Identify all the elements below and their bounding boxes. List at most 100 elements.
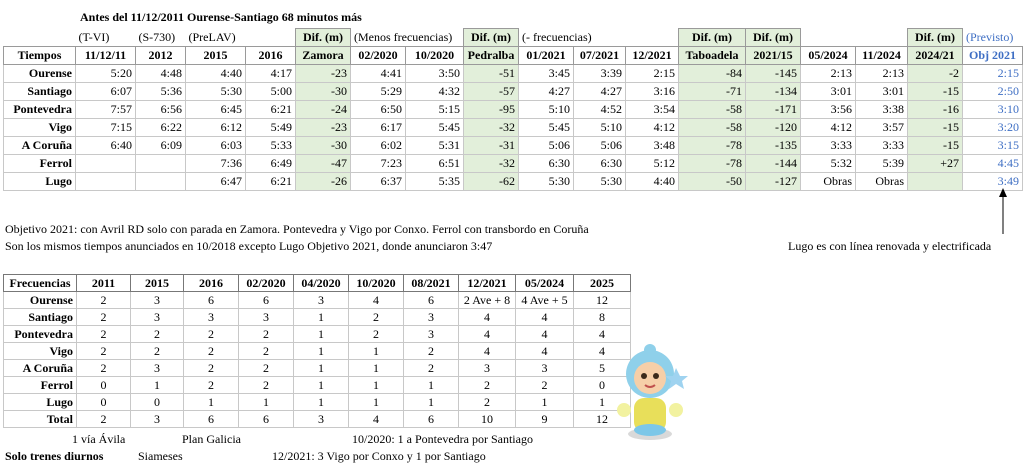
cell: 4: [458, 325, 516, 343]
footer-note: 10/2020: 1 a Pontevedra por Santiago: [352, 432, 533, 446]
cell: 6:17: [350, 118, 406, 137]
header-cell: 02/2020: [238, 274, 294, 292]
subheader-cell: (PreLAV): [188, 29, 236, 44]
cell: 1: [348, 376, 404, 394]
header-cell: 04/2020: [293, 274, 349, 292]
cell: 2:50: [962, 82, 1023, 101]
cell: 1: [183, 393, 239, 411]
cell: 3:38: [855, 100, 908, 119]
cell: 2: [183, 376, 239, 394]
cell: 6:45: [185, 100, 246, 119]
row-label: Pontevedra: [3, 100, 76, 119]
header-cell: 2021/15: [745, 46, 801, 65]
header-cell: 12/2021: [625, 46, 679, 65]
cell: 6:21: [245, 172, 296, 191]
cell: 6:22: [135, 118, 186, 137]
cell: -171: [745, 100, 801, 119]
cell: -2: [907, 64, 963, 83]
data-row: A Coruña 6:40 6:09 6:03 5:33 -30 6:02 5:31 -31 5:…: [3, 136, 1023, 155]
cell: 6:21: [245, 100, 296, 119]
row-label: Ourense: [3, 64, 76, 83]
header-cell: 2016: [183, 274, 239, 292]
cell: 6:49: [245, 154, 296, 173]
cell: 1: [293, 376, 349, 394]
cell: -32: [463, 118, 519, 137]
cell: 2: [238, 325, 294, 343]
cell: 1: [293, 359, 349, 377]
header-cell: 2015: [185, 46, 246, 65]
cell: -47: [295, 154, 351, 173]
cell: 4: [348, 291, 404, 309]
header-cell: Tiempos: [3, 46, 76, 65]
cell: 1: [403, 376, 459, 394]
cell: -15: [907, 82, 963, 101]
cell: -57: [463, 82, 519, 101]
row-label: Ourense: [3, 291, 77, 309]
cell: 3: [293, 291, 349, 309]
cell: 1: [293, 325, 349, 343]
row-label: Santiago: [3, 308, 77, 326]
cell: -31: [463, 136, 519, 155]
cell: 2:13: [855, 64, 908, 83]
cell: 4: [348, 410, 404, 428]
cell: 5:45: [405, 118, 464, 137]
cell: 5:30: [185, 82, 246, 101]
cell: 3:33: [800, 136, 856, 155]
header-cell: Pedralba: [463, 46, 519, 65]
row-label: Vigo: [3, 118, 76, 137]
data-row: Ourense 5:20 4:48 4:40 4:17 -23 4:41 3:50 -51 3:4…: [3, 64, 1023, 83]
data-row: Vigo 7:15 6:22 6:12 5:49 -23 6:17 5:45 -32 5:45 5:…: [3, 118, 1023, 137]
row-label: Pontevedra: [3, 325, 77, 343]
data-row: Ferrol 0 1 2 2 1 1 1 2 2 0: [3, 376, 631, 394]
cell: 3:10: [962, 100, 1023, 119]
header-cell: 11/2024: [855, 46, 908, 65]
header-cell: 02/2020: [350, 46, 406, 65]
cell: 1: [403, 393, 459, 411]
cell: 4:40: [625, 172, 679, 191]
cell: 4:45: [962, 154, 1023, 173]
data-row: Pontevedra 2 2 2 2 1 2 3 4 4 4: [3, 325, 631, 343]
cell: 3: [183, 308, 239, 326]
cell: 2:15: [962, 64, 1023, 83]
cell: 5:06: [518, 136, 574, 155]
cell: 5:39: [855, 154, 908, 173]
cell: 1: [348, 359, 404, 377]
subheader-cell: (T-VI): [78, 29, 110, 44]
cell: -145: [745, 64, 801, 83]
row-label: Total: [3, 410, 77, 428]
subheader-cell: (Menos frecuencias): [354, 29, 453, 44]
note: Son los mismos tiempos anunciados en 10/…: [5, 239, 493, 253]
header-cell: 10/2020: [405, 46, 464, 65]
cell: -30: [295, 82, 351, 101]
cell: 5:15: [405, 100, 464, 119]
cell: 5:29: [350, 82, 406, 101]
cell: -24: [295, 100, 351, 119]
cell: 2: [76, 342, 131, 360]
cell: 4:40: [185, 64, 246, 83]
header-cell: Zamora: [295, 46, 351, 65]
cell: 5:36: [135, 82, 186, 101]
cell: -62: [463, 172, 519, 191]
cell: 2: [130, 342, 184, 360]
cell: 2: [238, 359, 294, 377]
cell: 6:30: [573, 154, 626, 173]
cell: [135, 154, 186, 173]
header-cell: 10/2020: [348, 274, 404, 292]
row-label: Lugo: [3, 393, 77, 411]
cell: 5:32: [800, 154, 856, 173]
subheader-cell: Dif. (m): [745, 28, 801, 47]
cell: -23: [295, 64, 351, 83]
cell: 4:27: [518, 82, 574, 101]
frequency-table: Frecuencias 2011 2015 2016 02/2020 04/2020 10/…: [3, 274, 631, 428]
cell: 7:57: [75, 100, 136, 119]
footer-note: Solo trenes diurnos: [5, 449, 104, 463]
header-cell: 07/2021: [573, 46, 626, 65]
cell: 2: [403, 359, 459, 377]
cell: 3:39: [573, 64, 626, 83]
cell: 1: [238, 393, 294, 411]
cell: 2:15: [625, 64, 679, 83]
cell: 6: [183, 410, 239, 428]
cell: 4: [515, 308, 574, 326]
